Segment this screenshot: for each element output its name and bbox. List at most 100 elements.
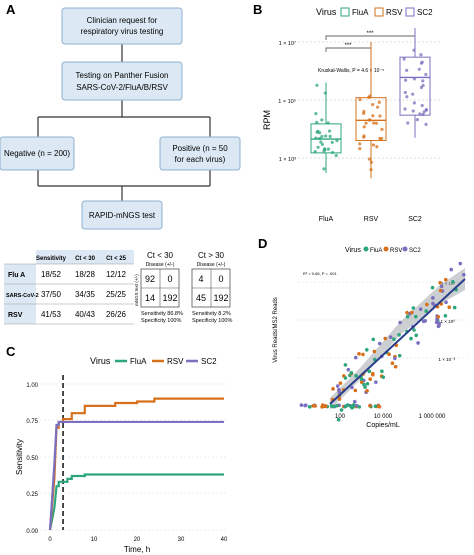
b-point-FluA	[322, 167, 326, 171]
b-point-FluA	[324, 134, 328, 138]
d-point-SC2	[421, 319, 426, 324]
table-cell: 37/50	[41, 290, 62, 299]
b-point-SC2	[418, 112, 422, 116]
d-point-RSV	[368, 377, 372, 381]
flow-request-line1: Clinician request for	[87, 16, 158, 25]
d-point-RSV	[323, 404, 328, 408]
d-point-FluA	[329, 404, 334, 408]
b-point-SC2	[419, 61, 424, 65]
b-box-RSV	[355, 97, 387, 142]
b-point-FluA	[315, 120, 319, 124]
legend-label-rsv: RSV	[167, 357, 184, 366]
d-point-RSV	[338, 381, 343, 385]
b-point-SC2	[405, 68, 409, 72]
d-point-RSV	[438, 288, 443, 293]
legend-dot-sc2	[402, 246, 408, 252]
table-cell: 26/26	[106, 310, 127, 319]
legend-label-sc2: SC2	[417, 8, 433, 17]
d-point-FluA	[336, 417, 341, 422]
flow-positive-line2: for each virus)	[175, 155, 226, 164]
panel-b-legend: Virus FluA RSV SC2	[316, 7, 433, 17]
d-point-RSV	[387, 352, 391, 357]
panel-c-letter: C	[6, 344, 16, 359]
d-point-RSV	[337, 397, 342, 401]
matrix-cell: 4	[198, 274, 203, 284]
b-point-RSV	[377, 100, 381, 104]
flow-testing-line1: Testing on Panther Fusion	[76, 71, 169, 80]
d-point-FluA	[424, 309, 428, 313]
b-point-SC2	[419, 53, 423, 57]
b-point-FluA	[328, 134, 332, 138]
table-header-ct25: Ct < 25	[106, 256, 127, 262]
d-point-FluA	[451, 280, 455, 284]
d-point-FluA	[367, 369, 372, 374]
flow-request-line2: respiratory virus testing	[81, 27, 164, 36]
d-point-FluA	[343, 404, 348, 409]
b-point-SC2	[417, 67, 421, 71]
b-point-RSV	[362, 125, 366, 129]
d-regression-line	[329, 278, 466, 405]
table-cell: 12/12	[106, 270, 127, 279]
b-point-RSV	[369, 168, 373, 172]
d-point-RSV	[313, 404, 317, 408]
d-point-FluA	[412, 328, 416, 332]
legend-swatch-rsv	[374, 7, 384, 17]
d-point-RSV	[436, 314, 441, 319]
d-point-RSV	[331, 387, 335, 391]
b-point-FluA	[335, 139, 339, 143]
b-box-SC2	[399, 56, 431, 116]
d-point-SC2	[431, 301, 435, 306]
d-point-SC2	[350, 385, 354, 390]
b-point-FluA	[320, 142, 325, 147]
d-point-SC2	[393, 356, 397, 361]
b-point-SC2	[415, 118, 420, 122]
table-header-ct30: Ct < 30	[75, 256, 96, 262]
d-xtick: 100	[335, 414, 346, 420]
legend-dot-fluA	[363, 246, 369, 252]
b-point-SC2	[406, 121, 410, 125]
c-line-RSV	[48, 397, 224, 531]
matrix-cell: 192	[213, 293, 228, 303]
matrix-cell: 0	[167, 274, 172, 284]
d-point-FluA	[414, 333, 419, 338]
legend-title: Virus	[345, 247, 361, 254]
d-point-FluA	[409, 336, 413, 341]
flow-box-negative: Negative (n = 200)	[0, 136, 75, 171]
b-point-FluA	[327, 129, 332, 133]
d-point-SC2	[434, 320, 439, 325]
table-cell: 40/43	[75, 310, 96, 319]
b-point-RSV	[371, 103, 375, 107]
d-point-FluA	[307, 405, 312, 409]
d-point-RSV	[371, 372, 375, 377]
legend-title: Virus	[316, 7, 337, 17]
c-ytick: 1.00	[26, 383, 38, 389]
b-point-RSV	[367, 118, 371, 122]
legend-label-fluA: FluA	[352, 8, 369, 17]
matrix-cell: 0	[218, 274, 223, 284]
d-point-FluA	[350, 406, 354, 410]
panel-b-letter: B	[253, 2, 262, 17]
b-point-SC2	[421, 112, 425, 117]
d-point-RSV	[357, 352, 361, 356]
c-ylabel: Sensitivity	[15, 439, 24, 475]
panel-c-legend: Virus FluA RSV SC2	[90, 356, 217, 366]
table-cell: 18/28	[75, 270, 96, 279]
d-point-SC2	[353, 355, 358, 360]
d-point-SC2	[335, 384, 340, 388]
b-point-SC2	[424, 72, 428, 77]
confusion-matrix-ct-lt-30: Ct < 30 Disease (+/-) mNGS test (+/-) 92…	[134, 251, 183, 324]
d-point-SC2	[377, 341, 382, 346]
d-point-RSV	[447, 305, 452, 309]
d-point-FluA	[392, 337, 396, 341]
d-xtick: 1 000 000	[419, 414, 446, 420]
legend-label-rsv: RSV	[386, 8, 403, 17]
b-point-SC2	[404, 78, 408, 82]
b-point-FluA	[334, 153, 338, 158]
flow-box-mngs: RAPID-mNGS test	[81, 200, 163, 230]
table-row-fluA-label: Flu A	[8, 272, 25, 279]
flow-mngs-label: RAPID-mNGS test	[89, 211, 156, 220]
b-point-RSV	[369, 160, 373, 164]
d-point-FluA	[380, 369, 384, 373]
c-ytick: 0.00	[26, 529, 38, 535]
